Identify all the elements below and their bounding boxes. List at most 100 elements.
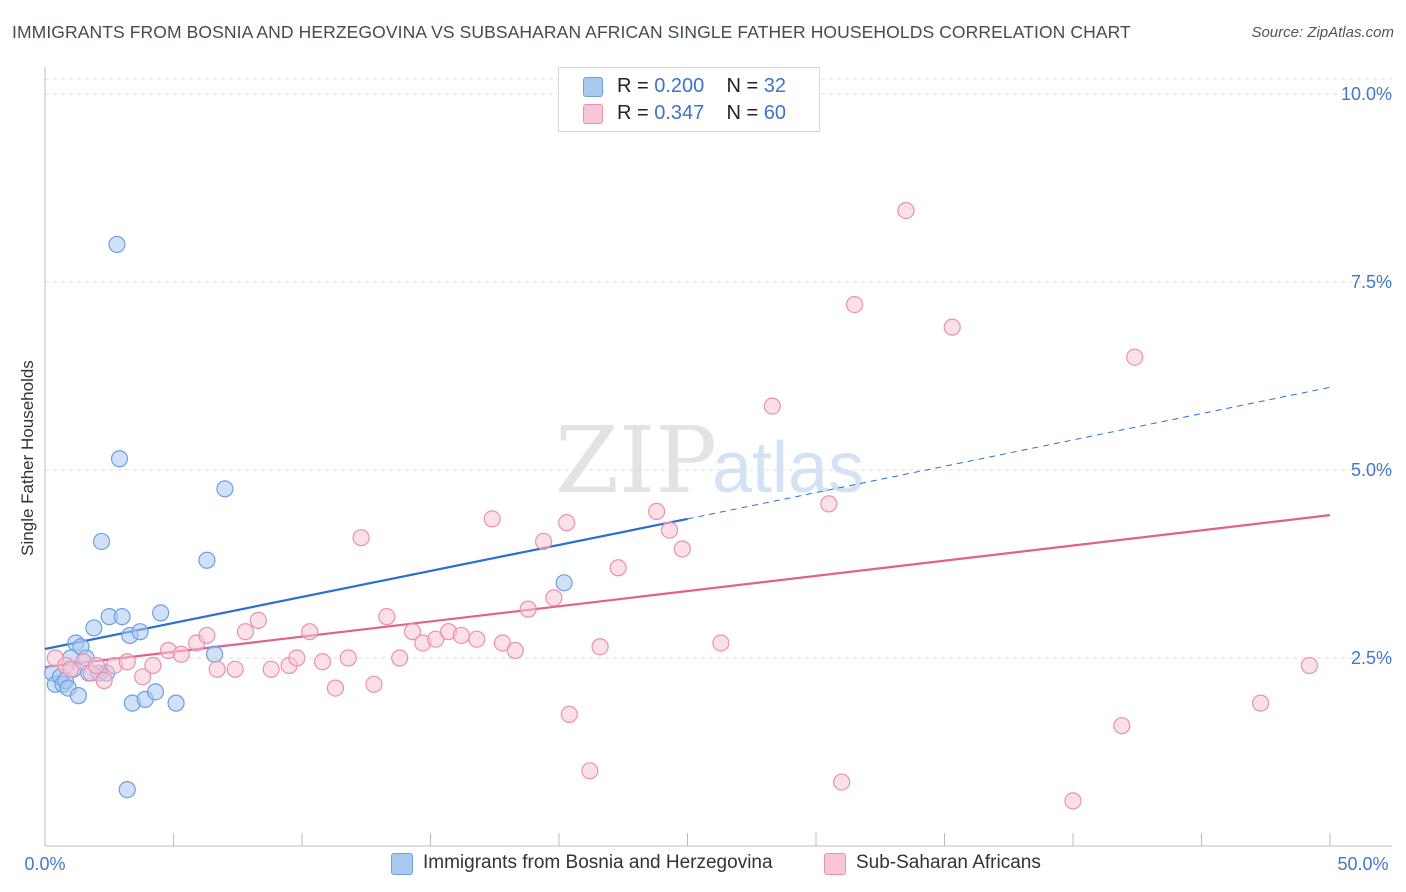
x-tick-label: 0.0%: [24, 854, 65, 874]
point-subsaharan: [208, 660, 226, 678]
point-subsaharan: [326, 679, 345, 697]
point-subsaharan: [558, 514, 576, 532]
point-subsaharan: [833, 773, 851, 791]
point-subsaharan: [262, 660, 280, 678]
tick-labels: 2.5% 5.0% 7.5% 10.0% 0.0% 50.0%: [24, 84, 1392, 874]
chart-title: IMMIGRANTS FROM BOSNIA AND HERZEGOVINA V…: [12, 22, 1131, 42]
point-bosnia: [92, 532, 111, 551]
point-subsaharan: [249, 611, 267, 630]
point-bosnia: [146, 683, 165, 701]
point-bosnia: [118, 781, 136, 799]
bottom-legend-swatch-subsaharan: [824, 853, 846, 875]
grid-lines: [45, 78, 1392, 659]
point-bosnia: [198, 551, 216, 569]
point-subsaharan: [1126, 348, 1144, 366]
axes: [44, 67, 1392, 847]
point-subsaharan: [519, 600, 537, 618]
point-subsaharan: [468, 630, 486, 648]
point-bosnia: [152, 604, 170, 622]
trend-lines: [44, 386, 1331, 669]
point-subsaharan: [226, 660, 244, 678]
point-subsaharan: [352, 529, 370, 547]
x-tick-label: 50.0%: [1337, 854, 1388, 874]
legend-n-value-subsaharan: 60: [763, 102, 787, 124]
point-subsaharan: [95, 671, 113, 690]
point-subsaharan: [403, 623, 422, 641]
bottom-legend-label-bosnia: Immigrants from Bosnia and Herzegovina: [423, 852, 773, 873]
point-subsaharan: [648, 502, 666, 520]
point-subsaharan: [118, 653, 136, 671]
point-subsaharan: [673, 540, 691, 558]
stats-legend: R = 0.200 N = 32 R = 0.347 N = 60: [558, 67, 820, 132]
legend-r-value-bosnia: 0.200: [654, 75, 705, 97]
point-bosnia: [69, 687, 88, 705]
legend-n-label: N =: [726, 75, 759, 97]
point-bosnia: [216, 480, 234, 498]
point-bosnia: [206, 645, 224, 663]
point-subsaharan: [301, 623, 319, 641]
point-subsaharan: [427, 630, 445, 648]
point-subsaharan: [452, 626, 470, 645]
point-subsaharan: [391, 649, 409, 667]
y-tick-label: 2.5%: [1351, 648, 1392, 668]
trend-line-bosnia: [44, 517, 688, 651]
point-subsaharan: [545, 589, 563, 607]
point-subsaharan: [591, 638, 609, 656]
legend-text-subsaharan: R = 0.347 N = 60: [617, 102, 786, 125]
point-subsaharan: [943, 318, 961, 336]
source-credit: Source: ZipAtlas.com: [1251, 24, 1394, 41]
watermark-zip: ZIP: [555, 407, 717, 514]
bottom-legend-label-subsaharan: Sub-Saharan Africans: [856, 852, 1041, 873]
point-subsaharan: [660, 521, 679, 539]
point-subsaharan: [845, 295, 864, 314]
bottom-legend-swatch-bosnia: [391, 853, 413, 875]
legend-r-value-subsaharan: 0.347: [654, 102, 705, 124]
point-subsaharan: [339, 649, 357, 667]
point-subsaharan: [236, 623, 255, 641]
point-bosnia: [113, 608, 131, 626]
point-subsaharan: [378, 608, 396, 626]
point-subsaharan: [712, 634, 730, 652]
y-tick-label: 10.0%: [1341, 84, 1392, 104]
point-subsaharan: [560, 705, 578, 724]
point-subsaharan: [313, 653, 332, 671]
point-subsaharan: [1113, 717, 1131, 735]
point-subsaharan: [506, 641, 524, 660]
point-subsaharan: [493, 634, 512, 652]
legend-text-bosnia: R = 0.200 N = 32: [617, 75, 786, 98]
point-subsaharan: [288, 649, 306, 667]
point-subsaharan: [87, 656, 106, 675]
data-points: [44, 201, 1319, 810]
point-bosnia: [555, 574, 573, 592]
point-bosnia: [131, 623, 149, 641]
point-subsaharan: [897, 201, 915, 220]
trend-line-subsaharan: [44, 514, 1331, 669]
point-subsaharan: [198, 626, 216, 645]
point-subsaharan: [134, 668, 152, 686]
point-subsaharan: [1064, 792, 1082, 810]
y-tick-label: 5.0%: [1351, 460, 1392, 480]
point-subsaharan: [763, 397, 781, 415]
point-bosnia: [110, 450, 129, 468]
point-subsaharan: [820, 495, 838, 513]
legend-n-label: N =: [726, 102, 759, 124]
point-bosnia: [108, 235, 126, 254]
point-bosnia: [85, 619, 103, 637]
point-subsaharan: [172, 645, 190, 663]
point-subsaharan: [534, 532, 553, 551]
legend-r-label: R =: [617, 102, 649, 124]
point-subsaharan: [483, 510, 501, 528]
legend-swatch-bosnia: [583, 77, 603, 97]
legend-r-label: R =: [617, 75, 649, 97]
point-subsaharan: [609, 559, 627, 577]
legend-n-value-bosnia: 32: [763, 75, 787, 97]
point-subsaharan: [144, 656, 162, 675]
point-subsaharan: [1252, 694, 1270, 712]
watermark-atlas: atlas: [712, 428, 864, 508]
point-subsaharan: [365, 675, 383, 693]
y-tick-label: 7.5%: [1351, 272, 1392, 292]
point-subsaharan: [62, 660, 80, 678]
zipatlas-watermark: ZIP atlas: [555, 407, 864, 514]
point-subsaharan: [1300, 656, 1319, 675]
